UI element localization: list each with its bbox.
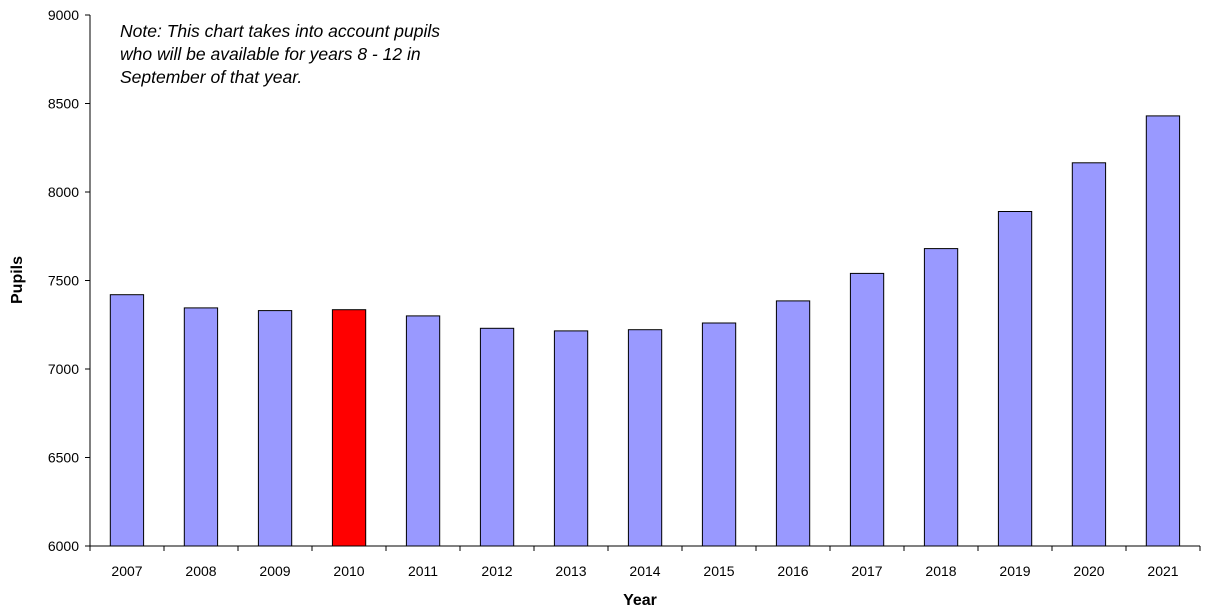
y-tick-label: 8500 xyxy=(48,96,79,112)
x-tick-label-2008: 2008 xyxy=(185,563,216,579)
x-tick-label-2016: 2016 xyxy=(777,563,808,579)
x-tick-label-2012: 2012 xyxy=(481,563,512,579)
bar-2014 xyxy=(627,329,663,547)
y-tick-label: 7500 xyxy=(48,273,79,289)
x-tick-label-2020: 2020 xyxy=(1073,563,1104,579)
axes xyxy=(85,14,1201,551)
x-tick-label-2021: 2021 xyxy=(1147,563,1178,579)
x-tick-label-2017: 2017 xyxy=(851,563,882,579)
x-tick-label-2009: 2009 xyxy=(259,563,290,579)
x-tick-label-2007: 2007 xyxy=(111,563,142,579)
bar-2013 xyxy=(553,330,589,547)
bar-2009 xyxy=(257,310,293,547)
y-tick-labels: 6000 6500 7000 7500 8000 8500 9000 xyxy=(48,7,79,554)
bar-2019 xyxy=(997,211,1033,547)
x-tick-label-2011: 2011 xyxy=(408,563,438,579)
note-line-3: September of that year. xyxy=(120,67,303,87)
x-axis-title: Year xyxy=(623,592,657,609)
bar-2011 xyxy=(405,315,441,547)
note-line-1: Note: This chart takes into account pupi… xyxy=(120,21,441,41)
y-tick-label: 9000 xyxy=(48,7,79,23)
y-tick-label: 8000 xyxy=(48,184,79,200)
x-tick-label-2014: 2014 xyxy=(629,563,660,579)
bar-2018 xyxy=(923,248,959,547)
bar-2020 xyxy=(1071,162,1107,547)
note-line-2: who will be available for years 8 - 12 i… xyxy=(120,44,421,64)
bar-2015 xyxy=(701,322,737,547)
x-tick-label-2013: 2013 xyxy=(555,563,586,579)
bar-2012 xyxy=(479,327,515,547)
x-tick-label-2015: 2015 xyxy=(703,563,734,579)
bar-2021 xyxy=(1145,115,1181,547)
y-tick-label: 6500 xyxy=(48,450,79,466)
bar-2007 xyxy=(109,294,145,547)
x-tick-label-2019: 2019 xyxy=(999,563,1030,579)
x-tick-label-2010: 2010 xyxy=(333,563,364,579)
x-tick-labels: 2007 2008 2009 2010 2011 2012 2013 2014 2015 2016… xyxy=(111,563,1178,579)
bar-2016 xyxy=(775,300,811,547)
y-axis-title: Pupils xyxy=(9,256,26,304)
y-tick-label: 6000 xyxy=(48,538,79,554)
bars xyxy=(109,115,1181,547)
y-tick-label: 7000 xyxy=(48,361,79,377)
bar-2017 xyxy=(849,272,885,547)
bar-2008 xyxy=(183,307,219,547)
bar-2010 xyxy=(331,309,367,547)
x-tick-label-2018: 2018 xyxy=(925,563,956,579)
chart-note: Note: This chart takes into account pupi… xyxy=(120,20,540,89)
